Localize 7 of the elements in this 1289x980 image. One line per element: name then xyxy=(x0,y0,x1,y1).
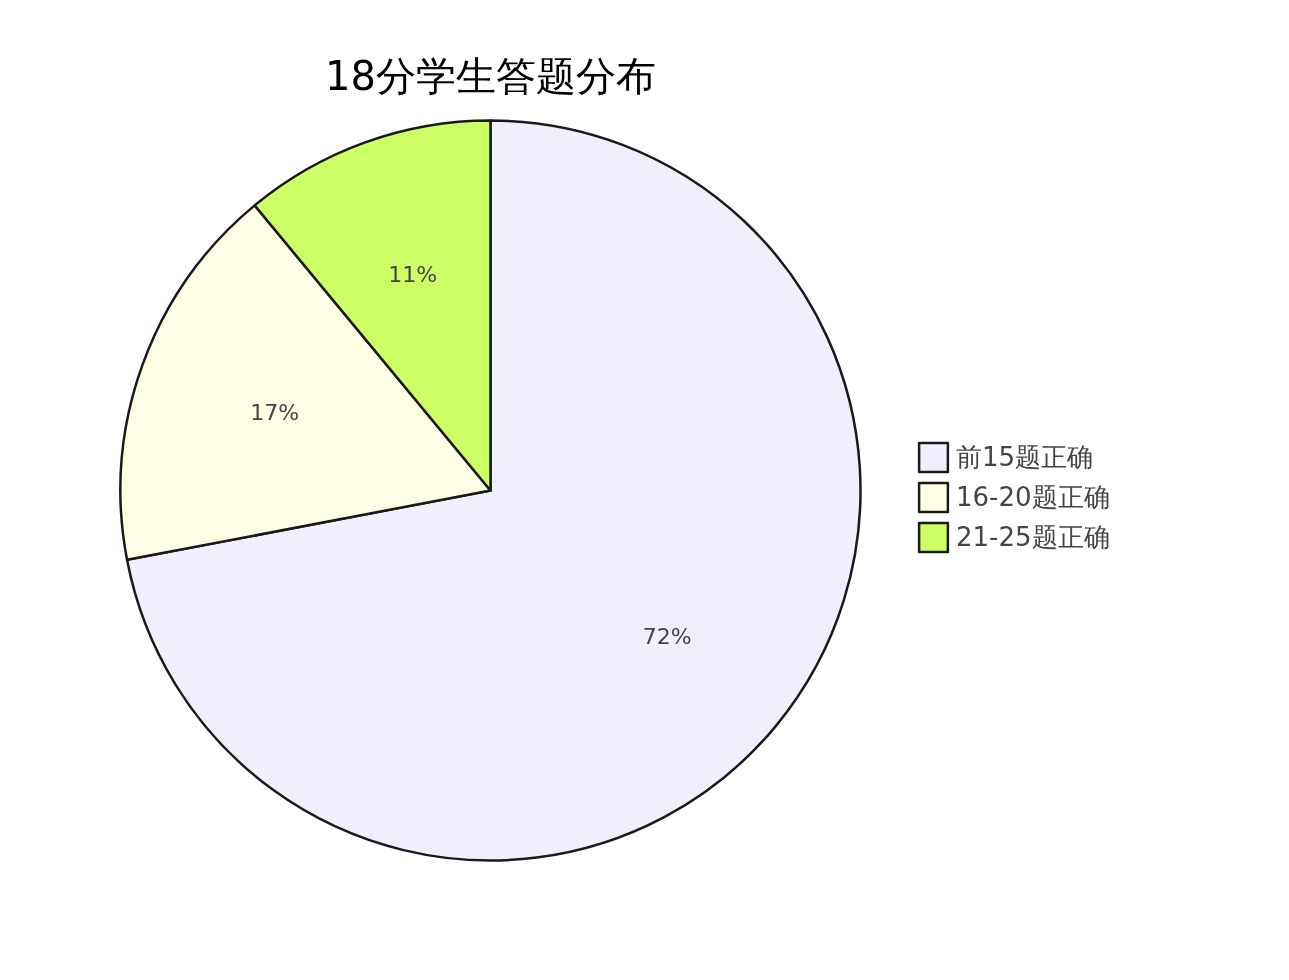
legend-label: 前15题正确 xyxy=(956,440,1094,474)
data-label: 72% xyxy=(642,624,692,650)
legend-label: 16-20题正确 xyxy=(956,480,1110,514)
legend-label: 21-25题正确 xyxy=(956,520,1110,554)
data-label: 11% xyxy=(388,262,438,288)
chart-title: 18分学生答题分布 xyxy=(325,52,656,99)
data-label: 17% xyxy=(250,400,300,426)
